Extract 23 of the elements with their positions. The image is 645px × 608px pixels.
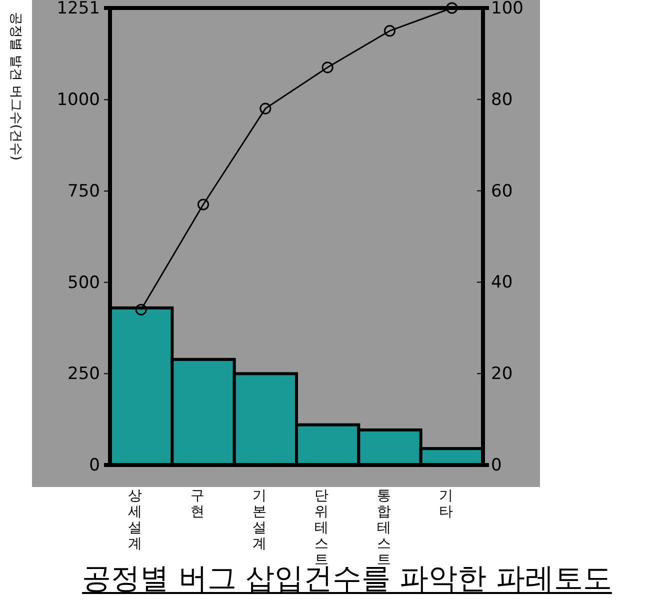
y-axis-title: 공정별 발견 버그수(건수)	[8, 12, 23, 160]
y-tick-label: 250	[68, 364, 100, 384]
x-tick-label: 상세설계	[128, 488, 142, 552]
y2-tick-label: 60	[491, 181, 513, 202]
y-tick-label: 0	[89, 455, 100, 476]
point	[322, 62, 334, 74]
point	[446, 2, 458, 14]
point	[197, 198, 210, 210]
y-tick-label: 1251	[56, 0, 100, 18]
point	[384, 25, 396, 37]
y2-tick-label: 80	[491, 90, 513, 110]
y2-tick-label: 40	[491, 272, 513, 293]
point	[135, 304, 147, 316]
y2-tick-label: 100	[491, 0, 524, 18]
x-tick-label: 기본설계	[252, 488, 266, 552]
y-tick-label: 1000	[56, 90, 100, 110]
x-tick-label: 기타	[438, 488, 453, 520]
point	[260, 102, 272, 114]
y-tick-label: 500	[68, 272, 100, 293]
y2-tick-label: 20	[491, 364, 513, 384]
x-tick-label: 구현	[190, 488, 204, 520]
y-tick-label: 750	[68, 181, 100, 202]
y2-tick-label: 0	[491, 455, 502, 476]
